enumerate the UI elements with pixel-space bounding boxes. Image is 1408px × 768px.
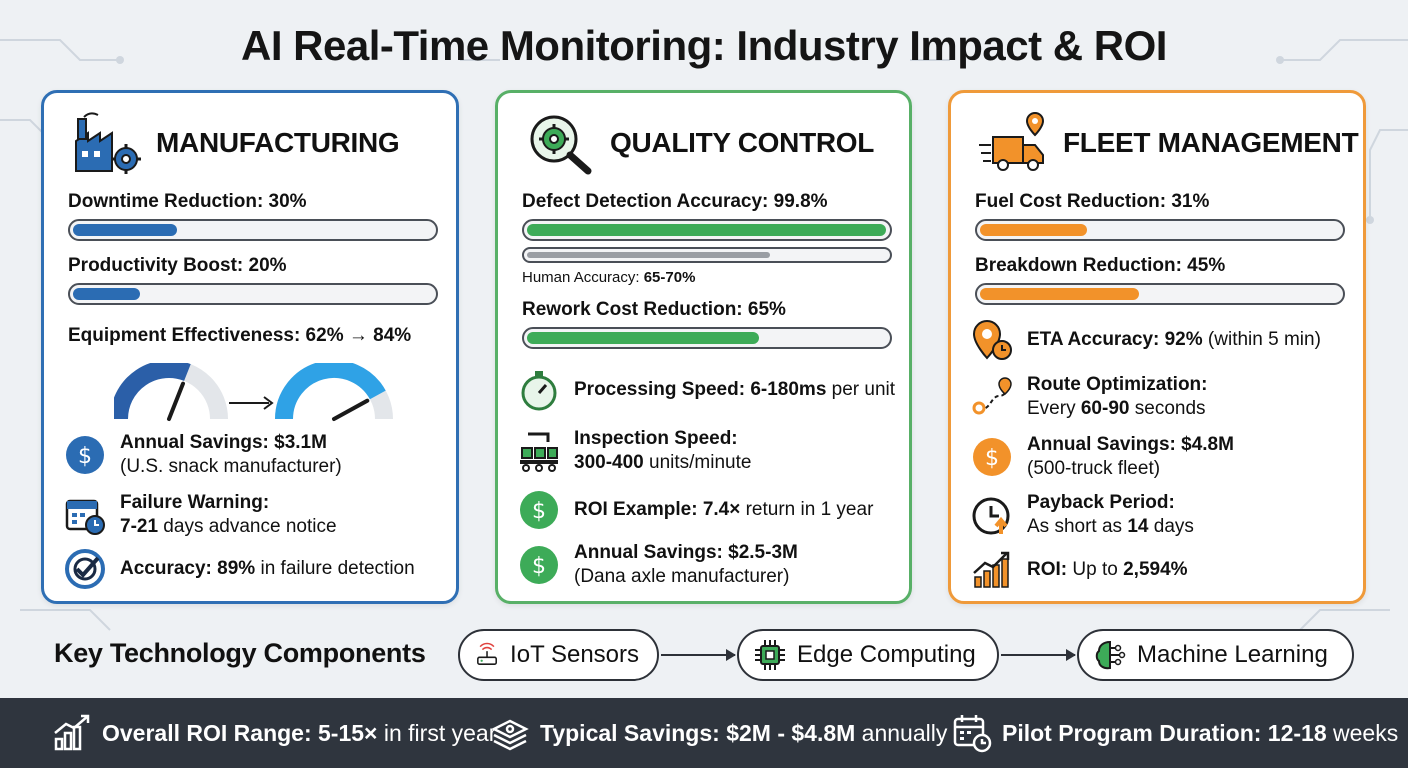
downtime-label: Downtime Reduction: 30%	[68, 191, 307, 212]
svg-text:$: $	[532, 554, 546, 579]
stopwatch-icon	[521, 371, 557, 411]
qc-annual-savings-row: $ Annual Savings: $2.5-3M (Dana axle manu…	[518, 541, 798, 589]
downtime-bar-fill	[73, 224, 177, 236]
calendar-clock-icon	[65, 499, 105, 535]
svg-text:$: $	[985, 446, 999, 471]
gear-magnifier-icon	[530, 115, 592, 175]
manufacturing-header: MANUFACTURING	[70, 111, 446, 175]
gauge-after	[275, 363, 393, 421]
footer-typical-savings: Typical Savings: $2M - $4.8M annually	[490, 698, 947, 768]
fleet-management-header: FLEET MANAGEMENT	[977, 111, 1359, 175]
footer-overall-roi: Overall ROI Range: 5-15× in first year	[52, 698, 496, 768]
quality-control-title: QUALITY CONTROL	[610, 127, 875, 158]
quality-control-card: QUALITY CONTROL Defect Detection Accurac…	[495, 90, 912, 604]
tech-components-label: Key Technology Components	[54, 638, 426, 668]
tech-pill-label: Edge Computing	[797, 641, 976, 668]
processing-speed-row: Processing Speed: 6-180ms per unit	[518, 369, 895, 411]
brain-circuit-icon	[1095, 640, 1126, 670]
dollar-icon: $	[520, 491, 558, 529]
downtime-bar	[68, 219, 438, 241]
human-accuracy-note: Human Accuracy: 65-70%	[522, 269, 696, 286]
rework-bar	[522, 327, 892, 349]
tech-pill-machine-learning: Machine Learning	[1077, 629, 1354, 681]
page-title: AI Real-Time Monitoring: Industry Impact…	[241, 22, 1167, 69]
chip-icon	[755, 640, 785, 670]
tech-pill-edge-computing: Edge Computing	[737, 629, 999, 681]
quality-control-header: QUALITY CONTROL	[524, 111, 899, 175]
manufacturing-card: MANUFACTURING Downtime Reduction: 30% Pr…	[41, 90, 459, 604]
conveyor-icon	[520, 432, 558, 472]
fleet-roi-row: ROI: Up to 2,594%	[971, 549, 1188, 591]
dollar-icon: $	[520, 546, 558, 584]
calendar-clock-icon	[953, 715, 992, 753]
dollar-icon: $	[973, 438, 1011, 476]
route-optimization-row: Route Optimization: Every 60-90 seconds	[971, 373, 1207, 421]
flow-arrow	[661, 649, 736, 661]
oee-label: Equipment Effectiveness: 62% → 84%	[68, 325, 412, 346]
payback-period-row: Payback Period: As short as 14 days	[971, 491, 1194, 539]
productivity-bar	[68, 283, 438, 305]
dollar-icon: $	[66, 436, 104, 474]
fleet-management-title: FLEET MANAGEMENT	[1063, 127, 1359, 158]
human-accuracy-bar	[522, 247, 892, 263]
breakdown-bar-fill	[980, 288, 1139, 300]
tech-pill-iot-sensors: IoT Sensors	[458, 629, 659, 681]
defect-detection-label: Defect Detection Accuracy: 99.8%	[522, 191, 828, 212]
map-pin-clock-icon	[972, 319, 1012, 360]
productivity-bar-fill	[73, 288, 141, 300]
productivity-label: Productivity Boost: 20%	[68, 255, 287, 276]
tech-pill-label: IoT Sensors	[510, 641, 639, 668]
breakdown-bar	[975, 283, 1345, 305]
oee-gauges	[114, 363, 393, 421]
footer-bar: Overall ROI Range: 5-15× in first year T…	[0, 698, 1408, 768]
rework-bar-fill	[527, 332, 759, 344]
fuel-cost-bar-fill	[980, 224, 1088, 236]
breakdown-label: Breakdown Reduction: 45%	[975, 255, 1226, 276]
accuracy-row: Accuracy: 89% in failure detection	[64, 548, 415, 590]
roi-example-row: $ ROI Example: 7.4× return in 1 year	[518, 489, 873, 531]
svg-text:$: $	[78, 444, 92, 469]
flow-arrow	[1001, 649, 1076, 661]
eta-accuracy-row: ETA Accuracy: 92% (within 5 min)	[971, 319, 1321, 361]
footer-pilot-duration: Pilot Program Duration: 12-18 weeks	[952, 698, 1398, 768]
growth-chart-icon	[54, 714, 90, 751]
target-check-icon	[65, 549, 105, 589]
failure-warning-row: Failure Warning: 7-21 days advance notice	[64, 491, 337, 539]
payback-clock-icon	[972, 497, 1010, 535]
truck-pin-icon	[979, 111, 1045, 171]
fleet-annual-savings-row: $ Annual Savings: $4.8M (500-truck fleet)	[971, 433, 1234, 481]
fuel-cost-bar	[975, 219, 1345, 241]
human-accuracy-bar-fill	[527, 252, 770, 258]
arrow-right-icon	[229, 396, 274, 410]
tech-pill-label: Machine Learning	[1137, 641, 1328, 668]
money-stack-icon	[491, 719, 529, 751]
growth-chart-icon	[973, 551, 1010, 588]
inspection-speed-row: Inspection Speed: 300-400 units/minute	[518, 427, 751, 475]
route-icon	[972, 377, 1012, 415]
iot-router-icon	[477, 642, 497, 665]
fleet-management-card: FLEET MANAGEMENT Fuel Cost Reduction: 31…	[948, 90, 1366, 604]
defect-detection-bar-fill	[527, 224, 887, 236]
manufacturing-title: MANUFACTURING	[156, 127, 400, 158]
rework-label: Rework Cost Reduction: 65%	[522, 299, 786, 320]
svg-text:$: $	[532, 499, 546, 524]
defect-detection-bar	[522, 219, 892, 241]
gauge-before	[114, 363, 228, 421]
factory-gear-icon	[75, 112, 141, 174]
annual-savings-row: $ Annual Savings: $3.1M (U.S. snack manuf…	[64, 431, 342, 479]
fuel-cost-label: Fuel Cost Reduction: 31%	[975, 191, 1210, 212]
